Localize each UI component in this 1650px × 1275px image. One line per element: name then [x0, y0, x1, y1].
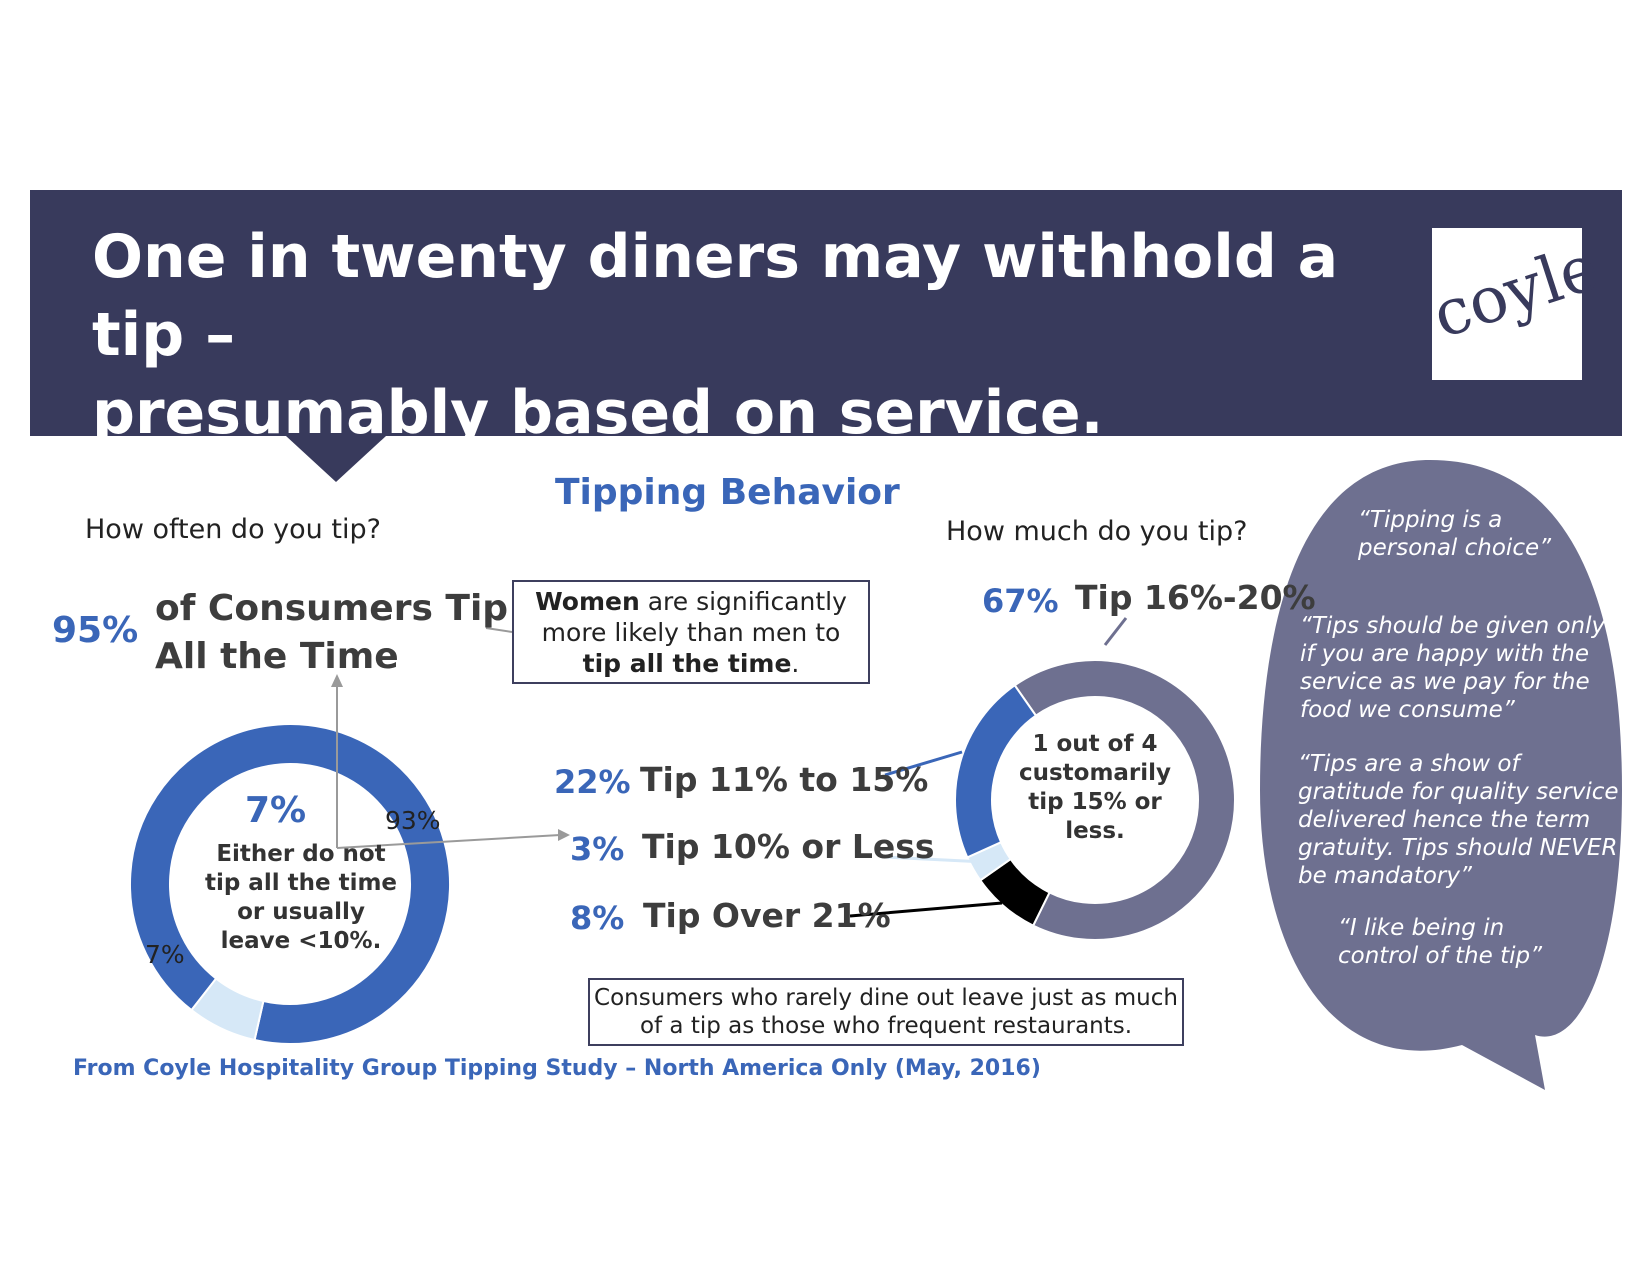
quote-2: “Tips should be given only if you are ha… — [1300, 612, 1605, 724]
arrowhead-right — [558, 829, 570, 841]
women-text-2: more likely than men to — [541, 618, 841, 647]
quote-2-line-1: “Tips should be given only — [1300, 613, 1606, 639]
item-8-pct: 8% — [570, 899, 625, 937]
connector-7pct-to-3pct — [336, 834, 561, 849]
leader-8 — [849, 901, 1003, 918]
item-3-pct: 3% — [570, 830, 625, 868]
quote-1-line-1: “Tipping is a — [1358, 507, 1503, 533]
slice-11-15 — [954, 683, 1038, 859]
title-line-2: presumably based on service. — [92, 378, 1104, 448]
donut-how-often — [129, 723, 451, 1045]
right-center-line-2: customarily — [1018, 760, 1172, 786]
headline-pct: 95% — [52, 610, 139, 651]
quote-2-line-2: if you are happy with the — [1300, 641, 1590, 667]
left-center-text: Either do not tip all the time or usuall… — [198, 840, 404, 956]
quote-4-line-1: “I like being in — [1338, 915, 1505, 941]
section-title: Tipping Behavior — [555, 472, 900, 513]
women-text-1: are significantly — [639, 587, 847, 616]
right-center-line-1: 1 out of 4 — [1032, 731, 1158, 757]
right-center-text: 1 out of 4 customarily tip 15% or less. — [1005, 730, 1185, 846]
connector-headline-to-note — [485, 627, 513, 633]
note-line-2: of a tip as those who frequent restauran… — [639, 1013, 1133, 1039]
women-bold-2: tip all the time — [582, 649, 792, 678]
right-center-line-4: less. — [1065, 818, 1125, 844]
headline-line-1: of Consumers Tip — [155, 588, 509, 629]
quote-4: “I like being in control of the tip” — [1338, 914, 1542, 970]
quote-1: “Tipping is a personal choice” — [1358, 506, 1551, 562]
quote-1-line-2: personal choice” — [1358, 535, 1552, 561]
women-bold: Women — [535, 587, 640, 616]
leader-3 — [884, 855, 986, 864]
slice-not-all-time — [190, 977, 265, 1042]
quote-3-line-3: delivered hence the term — [1298, 807, 1591, 833]
left-center-pct: 7% — [245, 790, 307, 831]
frequency-note-box: Consumers who rarely dine out leave just… — [588, 978, 1184, 1046]
banner-pointer — [286, 436, 386, 482]
leader-67 — [1103, 617, 1128, 646]
quote-3-line-2: gratitude for quality service — [1298, 779, 1619, 805]
data-label-93: 93% — [385, 806, 441, 835]
leader-22 — [884, 750, 963, 777]
item-22-label: Tip 11% to 15% — [640, 760, 929, 799]
quote-4-line-2: control of the tip” — [1338, 943, 1543, 969]
item-8-label: Tip Over 21% — [643, 896, 891, 935]
quote-3-line-5: be mandatory” — [1298, 863, 1472, 889]
quote-2-line-3: service as we pay for the — [1300, 669, 1590, 695]
women-text-3: . — [791, 649, 800, 678]
left-center-line-1: Either do not — [216, 841, 386, 867]
header-banner: One in twenty diners may withhold a tip … — [30, 190, 1622, 448]
item-67-pct: 67% — [982, 582, 1059, 620]
women-note-box: Women are significantly more likely than… — [512, 580, 870, 684]
headline-text: of Consumers Tip All the Time — [155, 585, 508, 681]
item-22-pct: 22% — [554, 763, 631, 801]
quote-3-line-1: “Tips are a show of — [1298, 751, 1520, 777]
arrowhead-up — [331, 674, 343, 687]
headline-line-2: All the Time — [155, 636, 399, 677]
question-how-often: How often do you tip? — [85, 514, 381, 545]
logo-text: coyle — [1424, 230, 1608, 354]
item-67-label: Tip 16%-20% — [1075, 578, 1316, 617]
quote-bubble — [1260, 460, 1622, 1090]
quote-3-line-4: gratuity. Tips should NEVER — [1298, 835, 1618, 861]
item-3-label: Tip 10% or Less — [642, 827, 935, 866]
quote-3: “Tips are a show of gratitude for qualit… — [1298, 750, 1619, 890]
right-center-line-3: tip 15% or — [1028, 789, 1162, 815]
page-title: One in twenty diners may withhold a tip … — [92, 218, 1382, 452]
coyle-logo: coyle — [1424, 228, 1608, 380]
donut-how-much — [954, 659, 1236, 941]
left-center-line-2: tip all the time — [204, 870, 398, 896]
data-label-7: 7% — [145, 940, 185, 969]
quote-2-line-4: food we consume” — [1300, 697, 1515, 723]
slice-16-20 — [1013, 659, 1236, 941]
note-line-1: Consumers who rarely dine out leave just… — [594, 985, 1178, 1011]
question-how-much: How much do you tip? — [946, 516, 1248, 547]
source-citation: From Coyle Hospitality Group Tipping Stu… — [73, 1056, 1041, 1081]
left-center-line-3: or usually — [237, 899, 365, 925]
title-line-1: One in twenty diners may withhold a tip … — [92, 222, 1339, 370]
slice-tip-all-time — [129, 723, 451, 1045]
left-center-line-4: leave <10%. — [220, 928, 382, 954]
